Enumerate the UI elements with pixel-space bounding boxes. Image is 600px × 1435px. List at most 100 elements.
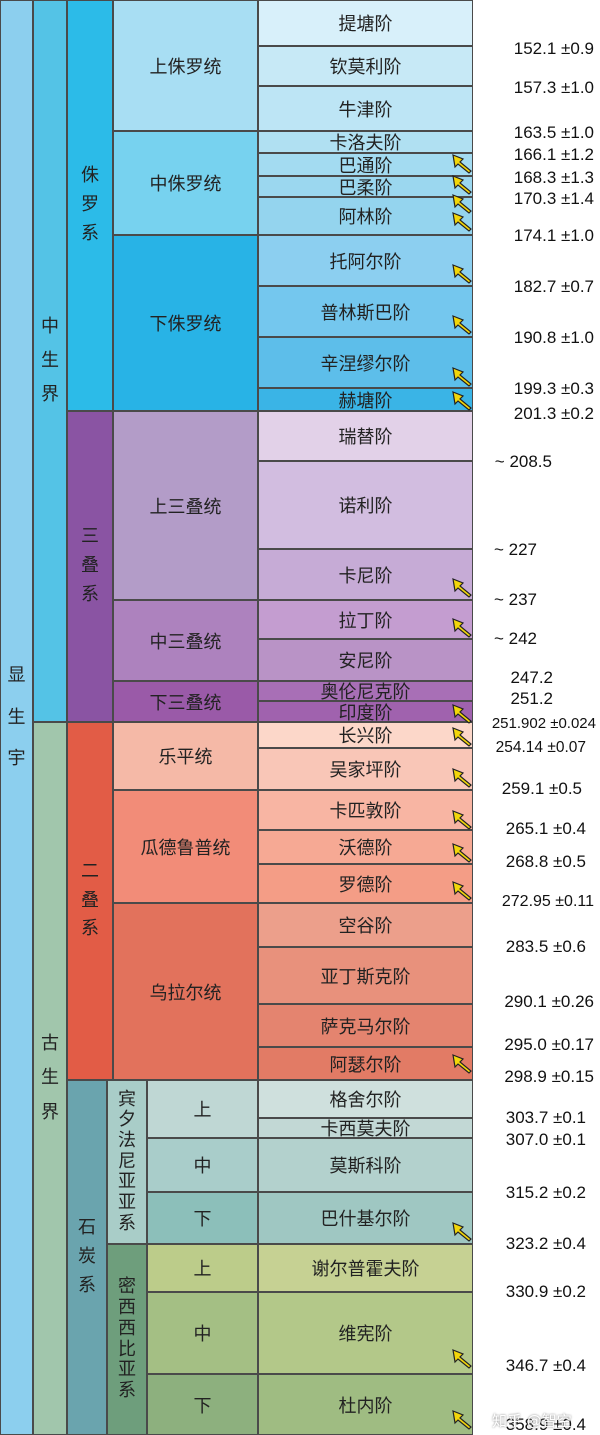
- stage-bajocian: 巴柔阶: [258, 176, 473, 199]
- stage-label: 卡洛夫阶: [329, 133, 402, 154]
- series-label: 中: [193, 1324, 212, 1345]
- age-label: 358.9 ±0.4: [505, 1415, 586, 1434]
- era-paleozoic-label: 古生界: [41, 1033, 59, 1123]
- stage-roadian: 罗德阶: [258, 864, 473, 903]
- age-label: 247.2: [510, 668, 553, 687]
- stage-label: 卡尼阶: [338, 565, 393, 587]
- series-label: 中三叠统: [149, 631, 222, 653]
- series-label: 下三叠统: [149, 692, 222, 714]
- series-upper-pennsylvanian: 上: [147, 1080, 258, 1138]
- stage-label: 罗德阶: [338, 874, 393, 896]
- age-label: 298.9 ±0.15: [504, 1067, 594, 1086]
- stage-label: 牛津阶: [338, 99, 393, 121]
- stage-label: 维宪阶: [338, 1324, 393, 1345]
- watermark: 知乎 @智空: [492, 1412, 572, 1430]
- age-label: 199.3 ±0.3: [513, 379, 594, 398]
- system-jurassic: 侏罗系: [67, 0, 113, 411]
- stage-toarcian: 托阿尔阶: [258, 235, 473, 286]
- stage-capitanian: 卡匹敦阶: [258, 790, 473, 830]
- subsystem-mississippian-label: 密西西比亚系: [118, 1276, 136, 1401]
- golden-spike-icon: [451, 192, 473, 214]
- age-label: 152.1 ±0.9: [513, 39, 594, 58]
- stage-aalenian: 阿林阶: [258, 197, 473, 235]
- age-label: 346.7 ±0.4: [505, 1356, 586, 1375]
- stage-label: 普林斯巴阶: [320, 302, 411, 324]
- stage-hettangian: 赫塘阶: [258, 388, 473, 412]
- age-label: 295.0 ±0.17: [504, 1035, 594, 1054]
- golden-spike-icon: [451, 766, 473, 788]
- series-label: 上: [193, 1100, 212, 1121]
- stage-label: 卡西莫夫阶: [320, 1119, 411, 1140]
- age-label: ~ 208.5: [494, 452, 552, 471]
- stage-label: 安尼阶: [338, 651, 393, 672]
- stage-label: 巴什基尔阶: [320, 1209, 411, 1230]
- age-label: 323.2 ±0.4: [505, 1234, 586, 1253]
- golden-spike-icon: [451, 1408, 473, 1430]
- stage-tournaisian: 杜内阶: [258, 1374, 473, 1435]
- golden-spike-icon: [451, 152, 473, 174]
- series-label: 上侏罗统: [149, 56, 222, 78]
- stage-tithonian: 提塘阶: [258, 0, 473, 46]
- stage-anisian: 安尼阶: [258, 639, 473, 681]
- series-label: 中侏罗统: [149, 174, 222, 195]
- stage-label: 瑞替阶: [338, 427, 393, 448]
- stage-label: 赫塘阶: [338, 390, 393, 412]
- eon-label: 显生宇: [7, 665, 26, 770]
- golden-spike-icon: [451, 389, 473, 411]
- stage-norian: 诺利阶: [258, 461, 473, 549]
- series-middle-triassic: 中三叠统: [113, 600, 258, 681]
- stage-bathonian: 巴通阶: [258, 153, 473, 177]
- age-label: 307.0 ±0.1: [505, 1130, 586, 1149]
- stage-pliensbachian: 普林斯巴阶: [258, 286, 473, 337]
- age-label: 174.1 ±1.0: [513, 226, 594, 245]
- subsystem-pennsylvanian-label: 宾夕法尼亚亚系: [118, 1088, 136, 1234]
- series-lower-mississippian: 下: [147, 1374, 258, 1435]
- series-label: 上: [193, 1259, 212, 1280]
- golden-spike-icon: [451, 576, 473, 598]
- stage-artinskian: 亚丁斯克阶: [258, 947, 473, 1004]
- stage-label: 杜内阶: [338, 1395, 393, 1417]
- golden-spike-icon: [451, 210, 473, 232]
- stage-moscovian: 莫斯科阶: [258, 1138, 473, 1192]
- stage-wordian: 沃德阶: [258, 830, 473, 864]
- golden-spike-icon: [451, 841, 473, 863]
- system-permian-label: 二叠系: [81, 860, 99, 940]
- stage-asselian: 阿瑟尔阶: [258, 1047, 473, 1080]
- stage-kimmeridgian: 钦莫利阶: [258, 46, 473, 86]
- stage-label: 印度阶: [338, 702, 393, 724]
- golden-spike-icon: [451, 1052, 473, 1074]
- stage-bashkirian: 巴什基尔阶: [258, 1192, 473, 1244]
- age-label: 201.3 ±0.2: [513, 404, 594, 423]
- series-label: 下侏罗统: [149, 314, 222, 335]
- stage-kasimovian: 卡西莫夫阶: [258, 1118, 473, 1140]
- age-label: ~ 237: [493, 590, 537, 609]
- stage-label: 拉丁阶: [338, 610, 393, 632]
- stage-callovian: 卡洛夫阶: [258, 131, 473, 154]
- stage-carnian: 卡尼阶: [258, 549, 473, 600]
- golden-spike-icon: [451, 1347, 473, 1369]
- system-triassic: 三叠系: [67, 411, 113, 722]
- series-label: 下: [193, 1209, 212, 1230]
- stage-sinemurian: 辛涅缪尔阶: [258, 337, 473, 388]
- age-label: 283.5 ±0.6: [505, 937, 586, 956]
- age-label: 268.8 ±0.5: [505, 852, 586, 871]
- series-lower-triassic: 下三叠统: [113, 681, 258, 722]
- system-permian: 二叠系: [67, 722, 113, 1080]
- series-upper-jurassic: 上侏罗统: [113, 0, 258, 131]
- golden-spike-icon: [451, 725, 473, 747]
- age-label: 157.3 ±1.0: [513, 78, 594, 97]
- age-label: 182.7 ±0.7: [513, 277, 594, 296]
- age-label: 190.8 ±1.0: [513, 328, 594, 347]
- stage-label: 巴通阶: [338, 155, 393, 177]
- series-lower-pennsylvanian: 下: [147, 1192, 258, 1244]
- golden-spike-icon: [451, 1220, 473, 1242]
- golden-spike-icon: [451, 808, 473, 830]
- stage-label: 辛涅缪尔阶: [320, 353, 411, 375]
- system-jurassic-label: 侏罗系: [81, 165, 99, 244]
- golden-spike-icon: [451, 173, 473, 195]
- age-label: 272.95 ±0.11: [501, 893, 594, 910]
- era-mesozoic-label: 中生界: [41, 315, 59, 406]
- stage-olenekian: 奥伦尼克阶: [258, 681, 473, 703]
- series-upper-mississippian: 上: [147, 1244, 258, 1292]
- age-label: 259.1 ±0.5: [501, 779, 582, 798]
